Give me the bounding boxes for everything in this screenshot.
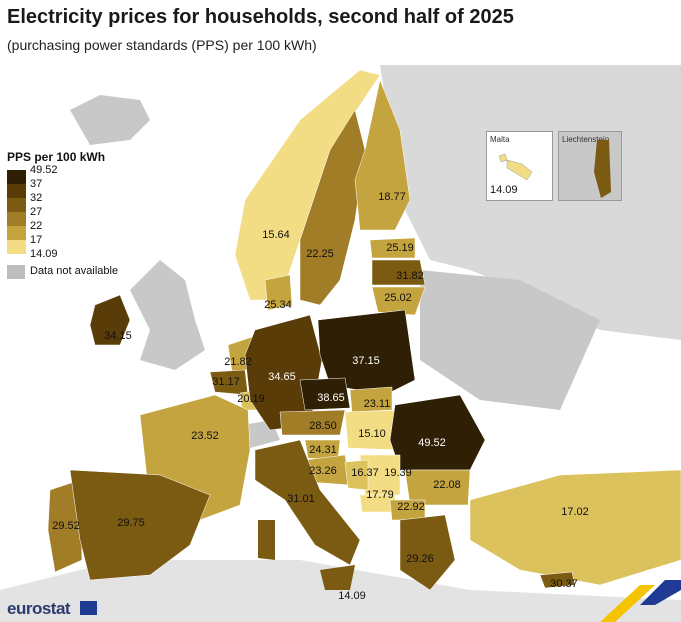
label-latvia: 31.82	[396, 270, 424, 282]
country-finland	[354, 79, 411, 231]
malta-shape	[498, 153, 533, 181]
label-spain: 29.75	[117, 517, 145, 529]
label-portugal: 29.52	[52, 520, 80, 532]
label-poland: 37.15	[352, 355, 380, 367]
label-czechia: 38.65	[317, 392, 345, 404]
label-sweden: 22.25	[306, 248, 334, 260]
label-ireland: 34.15	[104, 330, 132, 342]
country-bulgaria	[404, 469, 471, 506]
country-ireland	[89, 294, 131, 346]
country-greece	[399, 514, 456, 591]
label-italy: 31.01	[287, 493, 315, 505]
label-france: 23.52	[191, 430, 219, 442]
legend-swatch-6	[7, 240, 26, 254]
legend-swatch-3	[7, 198, 26, 212]
inset-malta-value: 14.09	[490, 184, 518, 196]
label-germany: 34.65	[268, 371, 296, 383]
country-estonia	[369, 237, 416, 259]
legend-tick: 32	[30, 192, 43, 204]
page-title: Electricity prices for households, secon…	[7, 6, 514, 28]
label-bulgaria: 22.08	[433, 479, 461, 491]
legend-tick: 37	[30, 178, 43, 190]
country-sweden	[299, 109, 366, 306]
decor-stripe-blue	[640, 580, 681, 605]
label-romania: 49.52	[418, 437, 446, 449]
label-greece: 29.26	[406, 553, 434, 565]
country-slovakia	[349, 386, 393, 413]
page-subtitle: (purchasing power standards (PPS) per 10…	[7, 37, 317, 53]
label-estonia: 25.19	[386, 242, 414, 254]
legend-tick: 27	[30, 206, 43, 218]
eu-flag-icon	[80, 601, 97, 615]
country-cyprus	[539, 571, 576, 589]
label-turkey: 17.02	[561, 506, 589, 518]
label-austria: 28.50	[309, 420, 337, 432]
label-montenegro: 17.79	[366, 489, 394, 501]
label-serbia: 16.37	[351, 467, 379, 479]
label-cyprus: 30.37	[550, 578, 578, 590]
label-norway: 15.64	[262, 229, 290, 241]
land-uk	[130, 260, 205, 370]
legend-tick: 49.52	[30, 164, 58, 176]
legend-tick: 17	[30, 234, 43, 246]
label-north-macedonia: 22.92	[397, 501, 425, 513]
legend-swatch-2	[7, 184, 26, 198]
land-africa	[0, 560, 681, 622]
country-denmark	[264, 274, 293, 311]
label-netherlands: 21.82	[224, 356, 252, 368]
label-slovakia: 23.11	[364, 398, 391, 410]
country-czechia	[299, 377, 351, 411]
country-lithuania	[371, 286, 426, 316]
legend-swatch-5	[7, 226, 26, 240]
legend-tick: 22	[30, 220, 43, 232]
inset-liechtenstein-name: Liechtenstein	[562, 135, 610, 144]
country-italy-sicily	[320, 565, 355, 590]
legend-swatch-1	[7, 170, 26, 184]
country-bosnia	[344, 459, 369, 491]
label-croatia: 23.26	[309, 465, 337, 477]
label-slovenia: 24.31	[309, 444, 337, 456]
label-malta: 14.09	[338, 590, 366, 602]
eurostat-logo: eurostat	[7, 599, 71, 618]
legend-color-bar	[7, 170, 26, 254]
liechtenstein-shape	[594, 140, 611, 198]
legend-swatch-4	[7, 212, 26, 226]
land-belarus-ukraine	[420, 270, 600, 410]
label-finland: 18.77	[378, 191, 406, 203]
country-turkey	[469, 469, 681, 586]
country-latvia	[371, 259, 426, 286]
legend-title: PPS per 100 kWh	[7, 150, 106, 164]
inset-malta: Malta 14.09	[486, 131, 553, 201]
land-iceland	[70, 95, 150, 145]
country-italy-sardinia	[258, 520, 275, 560]
country-austria	[279, 409, 346, 436]
label-lithuania: 25.02	[384, 292, 412, 304]
label-luxembourg: 20.19	[237, 393, 265, 405]
legend-tick: 14.09	[30, 248, 58, 260]
country-italy	[254, 439, 361, 566]
country-spain	[69, 469, 211, 581]
inset-malta-name: Malta	[490, 135, 510, 144]
label-bosnia: 19.39	[384, 467, 412, 479]
legend-na-label: Data not available	[30, 265, 119, 277]
inset-liechtenstein: Liechtenstein	[558, 131, 622, 201]
label-denmark: 25.34	[264, 299, 292, 311]
label-belgium: 31.17	[212, 376, 240, 388]
decor-stripe-yellow	[600, 585, 655, 622]
legend-na-swatch	[7, 265, 25, 279]
label-hungary: 15.10	[358, 428, 386, 440]
